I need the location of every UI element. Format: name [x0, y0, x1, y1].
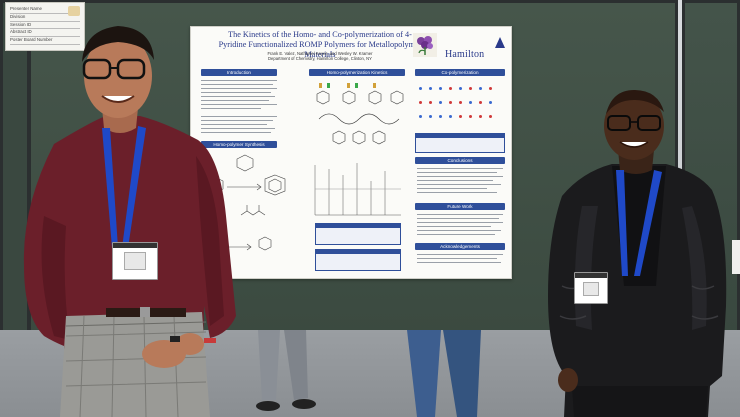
poster-authors: Frank E. Valez, Nathaniel Keyes, and Wes… [215, 51, 425, 62]
presenter-placard: Presenter Name Division Session ID Abstr… [5, 2, 85, 51]
section-future-work: Future Work [415, 203, 505, 210]
kinetics-table-2 [315, 249, 401, 271]
placard-row: Abstract ID [10, 29, 80, 38]
badge-right [574, 272, 608, 304]
background-person-legs [256, 330, 316, 411]
presenter-left [23, 26, 236, 417]
badge-qr-left [124, 252, 146, 270]
badge-band-left [113, 243, 157, 248]
presenter-right [548, 90, 727, 417]
badge-qr-right [583, 282, 599, 296]
poster-author-names: Frank E. Valez, Nathaniel Keyes, and Wes… [267, 51, 373, 56]
section-introduction: Introduction [201, 69, 277, 76]
section-conclusions: Conclusions [415, 157, 505, 164]
right-edge-sign [732, 240, 740, 274]
section-homo-kinetics: Homo-polymerization Kinetics [309, 69, 405, 76]
research-poster: The Kinetics of the Homo- and Co-polymer… [190, 26, 512, 279]
placard-row: Presenter Name [10, 6, 80, 14]
section-acknowledgements: Acknowledgements [415, 243, 505, 250]
conference-logo-icon [68, 6, 80, 16]
hamilton-crest-icon [495, 37, 505, 48]
poster-title: The Kinetics of the Homo- and Co-polymer… [218, 30, 422, 59]
placard-row: Session ID [10, 22, 80, 30]
copolymer-table [415, 133, 505, 153]
institution-name: Hamilton [445, 49, 485, 60]
badge-band-right [575, 273, 607, 278]
kinetics-table-1 [315, 223, 401, 245]
poster-affiliation: Department of Chemistry, Hamilton Colleg… [268, 56, 372, 62]
kinetics-figures [314, 83, 404, 216]
badge-left [112, 242, 158, 280]
poster-header: The Kinetics of the Homo- and Co-polymer… [191, 27, 511, 69]
section-homo-synthesis: Homo-polymer Synthesis [201, 141, 277, 148]
flower-logo-icon [413, 33, 437, 57]
placard-row: Division [10, 14, 80, 22]
placard-row: Poster Board Number [10, 37, 80, 46]
section-copolymerization: Co-polymerization [415, 69, 505, 76]
copolymer-dot-rows [415, 79, 505, 129]
background-person-jeans [407, 330, 481, 417]
